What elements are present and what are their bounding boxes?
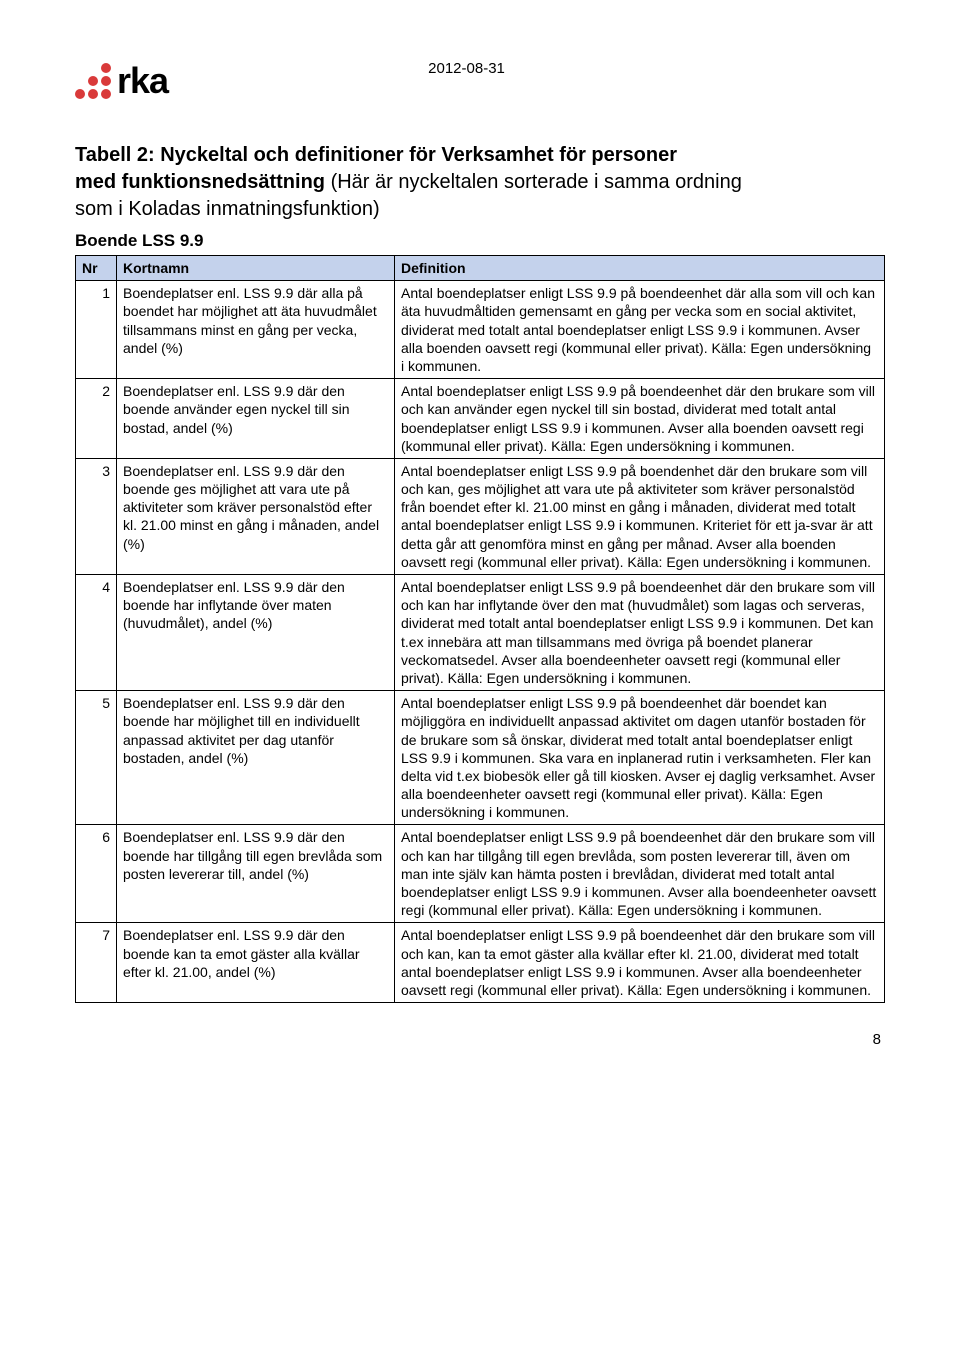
title-line-2-bold: med funktionsnedsättning — [75, 171, 331, 193]
title-line-1: Tabell 2: Nyckeltal och definitioner för… — [75, 144, 677, 166]
cell-kortnamn: Boendeplatser enl. LSS 9.9 där den boend… — [117, 923, 395, 1003]
cell-nr: 3 — [76, 458, 117, 574]
page-container: rka 2012-08-31 Tabell 2: Nyckeltal och d… — [0, 0, 960, 1088]
table-row: 5 Boendeplatser enl. LSS 9.9 där den boe… — [76, 691, 885, 825]
logo-text: rka — [117, 60, 168, 102]
cell-definition: Antal boendeplatser enligt LSS 9.9 på bo… — [395, 923, 885, 1003]
table-row: 7 Boendeplatser enl. LSS 9.9 där den boe… — [76, 923, 885, 1003]
document-date: 2012-08-31 — [168, 60, 765, 77]
section-heading: Boende LSS 9.9 — [75, 231, 885, 251]
table-row: 1 Boendeplatser enl. LSS 9.9 där alla på… — [76, 281, 885, 379]
cell-definition: Antal boendeplatser enligt LSS 9.9 på bo… — [395, 281, 885, 379]
definitions-table: Nr Kortnamn Definition 1 Boendeplatser e… — [75, 255, 885, 1003]
table-row: 2 Boendeplatser enl. LSS 9.9 där den boe… — [76, 379, 885, 459]
cell-definition: Antal boendeplatser enligt LSS 9.9 på bo… — [395, 691, 885, 825]
logo: rka — [75, 60, 168, 102]
cell-kortnamn: Boendeplatser enl. LSS 9.9 där den boend… — [117, 691, 395, 825]
cell-nr: 7 — [76, 923, 117, 1003]
table-row: 4 Boendeplatser enl. LSS 9.9 där den boe… — [76, 575, 885, 691]
logo-dots-icon — [75, 63, 111, 99]
col-header-nr: Nr — [76, 256, 117, 281]
title-line-3-light: som i Koladas inmatningsfunktion) — [75, 198, 380, 220]
table-row: 3 Boendeplatser enl. LSS 9.9 där den boe… — [76, 458, 885, 574]
cell-nr: 5 — [76, 691, 117, 825]
cell-definition: Antal boendeplatser enligt LSS 9.9 på bo… — [395, 575, 885, 691]
col-header-definition: Definition — [395, 256, 885, 281]
table-row: 6 Boendeplatser enl. LSS 9.9 där den boe… — [76, 825, 885, 923]
cell-kortnamn: Boendeplatser enl. LSS 9.9 där den boend… — [117, 458, 395, 574]
page-number: 8 — [75, 1031, 885, 1048]
document-title: Tabell 2: Nyckeltal och definitioner för… — [75, 142, 885, 223]
cell-definition: Antal boendeplatser enligt LSS 9.9 på bo… — [395, 379, 885, 459]
cell-nr: 2 — [76, 379, 117, 459]
cell-definition: Antal boendeplatser enligt LSS 9.9 på bo… — [395, 458, 885, 574]
cell-definition: Antal boendeplatser enligt LSS 9.9 på bo… — [395, 825, 885, 923]
col-header-kortnamn: Kortnamn — [117, 256, 395, 281]
table-header-row: Nr Kortnamn Definition — [76, 256, 885, 281]
cell-kortnamn: Boendeplatser enl. LSS 9.9 där den boend… — [117, 379, 395, 459]
cell-kortnamn: Boendeplatser enl. LSS 9.9 där alla på b… — [117, 281, 395, 379]
title-line-2-light: (Här är nyckeltalen sorterade i samma or… — [331, 171, 742, 193]
page-header: rka 2012-08-31 — [75, 60, 885, 102]
cell-nr: 6 — [76, 825, 117, 923]
cell-nr: 4 — [76, 575, 117, 691]
cell-kortnamn: Boendeplatser enl. LSS 9.9 där den boend… — [117, 575, 395, 691]
cell-nr: 1 — [76, 281, 117, 379]
cell-kortnamn: Boendeplatser enl. LSS 9.9 där den boend… — [117, 825, 395, 923]
